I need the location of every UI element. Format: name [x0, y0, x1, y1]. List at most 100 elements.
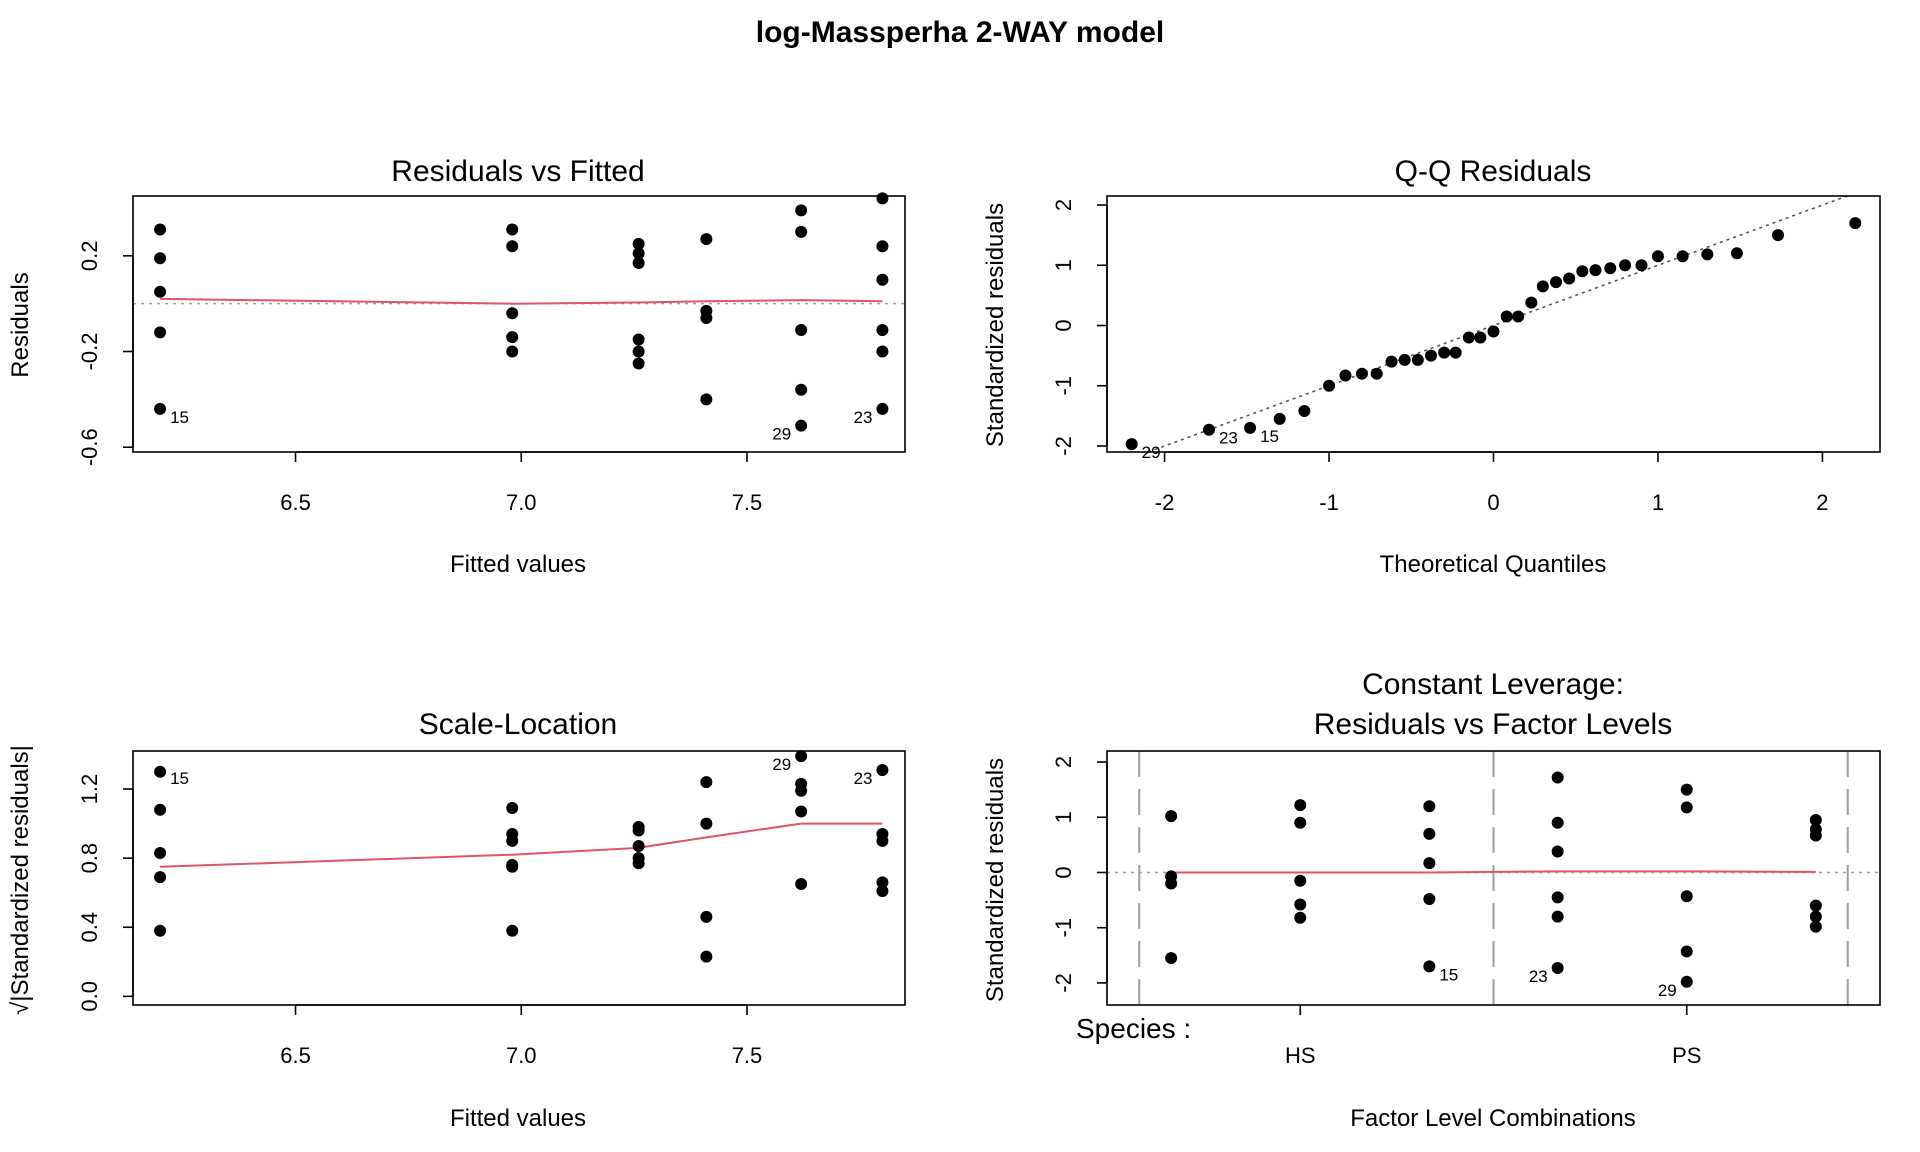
data-point — [1385, 355, 1398, 368]
data-point — [795, 225, 808, 238]
data-point — [632, 824, 645, 837]
point-annotation: 15 — [1260, 427, 1279, 446]
data-point — [1165, 810, 1178, 823]
data-point — [1809, 899, 1822, 912]
data-point — [632, 345, 645, 358]
plot-frame — [132, 195, 906, 453]
data-point — [632, 857, 645, 870]
data-point — [1525, 296, 1538, 309]
data-point — [506, 924, 519, 937]
factor-label: Species : — [1076, 1013, 1191, 1044]
data-point — [795, 750, 808, 763]
data-point — [1549, 276, 1562, 289]
data-point — [1604, 262, 1617, 275]
x-axis-label: Fitted values — [450, 1105, 586, 1132]
y-tick-label: 1 — [1051, 259, 1076, 271]
data-point — [1423, 827, 1436, 840]
data-point — [154, 846, 167, 859]
data-point — [1423, 960, 1436, 973]
data-point — [1551, 910, 1564, 923]
data-point — [1809, 814, 1822, 827]
x-axis-label: Factor Level Combinations — [1350, 1105, 1635, 1132]
y-tick-label: 1.2 — [77, 774, 102, 805]
point-annotation: 23 — [1219, 429, 1238, 448]
data-point — [1680, 945, 1693, 958]
data-point — [1298, 405, 1311, 418]
data-point — [1809, 910, 1822, 923]
data-point — [1487, 325, 1500, 338]
x-tick-label: 7.5 — [732, 490, 763, 515]
x-tick-label: 7.0 — [506, 1043, 537, 1068]
data-point — [1619, 259, 1632, 272]
data-point — [1500, 310, 1513, 323]
factor-level-label: HS — [1285, 1043, 1316, 1068]
data-point — [1339, 369, 1352, 382]
data-point — [700, 950, 713, 963]
data-point — [1680, 783, 1693, 796]
data-point — [1680, 890, 1693, 903]
data-point — [154, 803, 167, 816]
data-point — [632, 256, 645, 269]
data-point — [1125, 438, 1138, 451]
data-point — [1273, 412, 1286, 425]
y-tick-label: 0.8 — [77, 843, 102, 874]
data-point — [795, 878, 808, 891]
data-point — [876, 192, 889, 205]
data-point — [154, 871, 167, 884]
data-point — [700, 312, 713, 325]
data-point — [506, 307, 519, 320]
data-point — [795, 805, 808, 818]
data-point — [1425, 349, 1438, 362]
data-point — [1730, 247, 1743, 260]
data-point — [506, 240, 519, 253]
data-point — [1370, 367, 1383, 380]
data-point — [506, 223, 519, 236]
data-point — [1772, 229, 1785, 242]
figure-title: log-Massperha 2-WAY model — [756, 16, 1164, 49]
x-tick-label: 2 — [1816, 490, 1828, 515]
data-point — [1809, 920, 1822, 933]
data-point — [876, 834, 889, 847]
y-axis-label: Standardized residuals — [982, 758, 1009, 1002]
data-point — [1165, 877, 1178, 890]
x-tick-label: -1 — [1319, 490, 1339, 515]
x-tick-label: 1 — [1652, 490, 1664, 515]
data-point — [154, 285, 167, 298]
x-tick-label: 7.0 — [506, 490, 537, 515]
data-point — [795, 419, 808, 432]
data-point — [154, 326, 167, 339]
y-tick-label: -1 — [1051, 918, 1076, 938]
point-annotation: 23 — [1529, 967, 1548, 986]
point-annotation: 29 — [772, 425, 791, 444]
y-tick-label: 0.4 — [77, 912, 102, 943]
data-point — [1551, 845, 1564, 858]
data-point — [506, 345, 519, 358]
x-axis-label: Theoretical Quantiles — [1380, 551, 1607, 578]
smooth-line — [1171, 870, 1816, 874]
data-point — [1809, 829, 1822, 842]
data-point — [795, 204, 808, 217]
data-point — [632, 333, 645, 346]
data-point — [154, 252, 167, 265]
data-point — [154, 223, 167, 236]
data-point — [876, 273, 889, 286]
x-tick-label: 6.5 — [280, 1043, 311, 1068]
plot-frame — [132, 750, 906, 1006]
x-tick-label: 6.5 — [280, 490, 311, 515]
data-point — [876, 876, 889, 889]
smooth-line — [160, 822, 883, 868]
data-point — [876, 345, 889, 358]
data-point — [1244, 421, 1257, 434]
residuals-vs-factor-levels-panel: Constant Leverage: Residuals vs Factor L… — [982, 668, 1881, 1132]
point-annotation: 15 — [1439, 965, 1458, 984]
data-point — [1676, 250, 1689, 263]
data-point — [1294, 911, 1307, 924]
data-point — [876, 240, 889, 253]
data-point — [700, 817, 713, 830]
data-point — [1701, 248, 1714, 261]
data-point — [1589, 264, 1602, 277]
data-point — [154, 765, 167, 778]
data-point — [506, 331, 519, 344]
data-point — [700, 910, 713, 923]
factor-level-label: PS — [1672, 1043, 1701, 1068]
